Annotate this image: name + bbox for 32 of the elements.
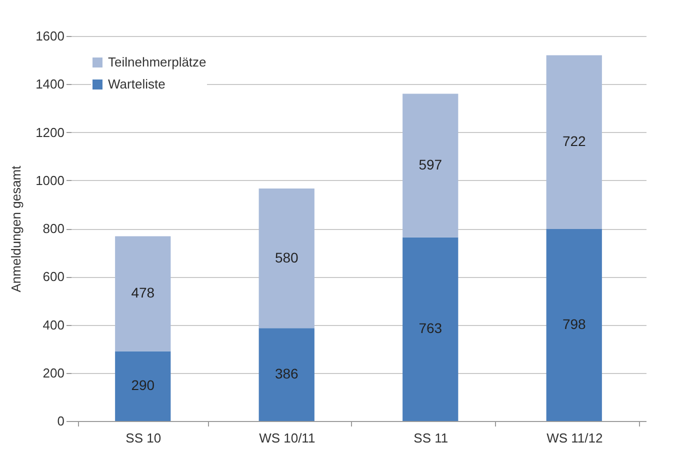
bar xyxy=(546,55,602,229)
data-label: 580 xyxy=(274,249,299,266)
bar xyxy=(402,94,458,238)
y-tick-label: 600 xyxy=(42,269,64,284)
x-tick-label: SS 11 xyxy=(414,430,448,446)
y-tick-label: 1000 xyxy=(36,172,64,188)
bar xyxy=(258,188,314,328)
data-label: 290 xyxy=(131,377,155,394)
bar xyxy=(115,351,171,421)
bar xyxy=(546,228,602,421)
x-tick-label: SS 10 xyxy=(126,430,162,446)
x-tick-label: WS 11/12 xyxy=(546,430,603,446)
data-label: 597 xyxy=(418,156,442,173)
y-tick-label: 1400 xyxy=(36,76,64,92)
data-label: 798 xyxy=(562,316,586,332)
y-tick-label: 200 xyxy=(42,365,64,380)
data-label: 763 xyxy=(418,320,442,336)
bar xyxy=(402,237,458,421)
y-tick-label: 1200 xyxy=(36,124,64,140)
data-label: 478 xyxy=(131,284,155,301)
y-tick-label: 400 xyxy=(42,317,64,332)
y-tick-label: 800 xyxy=(42,221,64,236)
y-tick-label: 0 xyxy=(57,414,64,428)
legend-label: Warteliste xyxy=(108,76,166,92)
x-tick-label: WS 10/11 xyxy=(259,430,316,446)
bar xyxy=(115,236,171,352)
legend-label: Teilnehmerplätze xyxy=(108,54,206,70)
y-tick-label: 1600 xyxy=(36,28,64,44)
bar xyxy=(258,328,314,421)
data-label: 722 xyxy=(562,133,586,150)
y-axis-title: Anmeldungen gesamt xyxy=(8,165,24,292)
data-label: 386 xyxy=(274,366,299,382)
